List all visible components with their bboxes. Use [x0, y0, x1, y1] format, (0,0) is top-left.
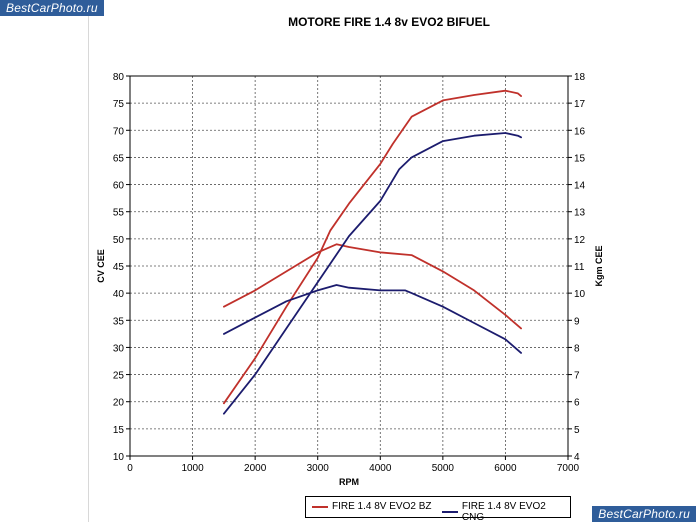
- series-line-cng-torque: [222, 284, 523, 354]
- x-tick-label: 3000: [307, 463, 330, 474]
- legend-label-bz: FIRE 1.4 8V EVO2 BZ: [332, 501, 432, 512]
- chart-svg: 0 1000 2000 3000 4000 5000 6000 7000 10 15 20 25 30 3…: [96, 15, 604, 487]
- y-right-tick-label: 18: [574, 72, 586, 83]
- x-tick-label: 4000: [369, 463, 392, 474]
- y-right-tick-label: 17: [574, 99, 586, 110]
- legend-swatch-bz: [312, 505, 328, 508]
- y-left-tick-label: 55: [113, 208, 125, 219]
- y-right-tick-label: 10: [574, 289, 586, 300]
- y-left-tick-label: 70: [113, 126, 125, 137]
- y-right-tick-label: 7: [574, 371, 580, 382]
- watermark-top: BestCarPhoto.ru: [0, 0, 104, 16]
- y-left-tick-label: 20: [113, 398, 125, 409]
- chart-title: MOTORE FIRE 1.4 8v EVO2 BIFUEL: [288, 15, 490, 29]
- y-left-tick-label: 50: [113, 235, 125, 246]
- x-tick-label: 6000: [494, 463, 517, 474]
- y-left-tick-label: 45: [113, 262, 125, 273]
- x-axis-label: RPM: [339, 477, 359, 487]
- y-right-tick-label: 13: [574, 208, 586, 219]
- x-tick-label: 2000: [244, 463, 267, 474]
- series-line-bz-torque: [222, 243, 523, 330]
- y-right-tick-label: 12: [574, 235, 586, 246]
- y-right-tick-label: 9: [574, 316, 580, 327]
- y-right-tick-label: 8: [574, 343, 580, 354]
- legend: FIRE 1.4 8V EVO2 BZ FIRE 1.4 8V EVO2 CNG: [305, 496, 571, 523]
- y-right-tick-label: 15: [574, 153, 586, 164]
- y-left-tick-label: 65: [113, 153, 125, 164]
- legend-item-bz: FIRE 1.4 8V EVO2 BZ: [312, 501, 431, 512]
- chart-frame: 0 1000 2000 3000 4000 5000 6000 7000 10 15 20 25 30 3…: [88, 0, 696, 523]
- y-left-tick-label: 60: [113, 181, 125, 192]
- y-left-tick-label: 75: [113, 99, 125, 110]
- x-tick-label: 5000: [432, 463, 455, 474]
- y-right-tick-label: 5: [574, 425, 580, 436]
- y-left-tick-label: 35: [113, 316, 125, 327]
- legend-item-cng: FIRE 1.4 8V EVO2 CNG: [442, 501, 570, 523]
- watermark-bottom: BestCarPhoto.ru: [592, 506, 696, 522]
- y-right-tick-label: 4: [574, 452, 580, 463]
- y-left-tick-label: 25: [113, 371, 125, 382]
- x-tick-label: 1000: [181, 463, 204, 474]
- legend-label-cng: FIRE 1.4 8V EVO2 CNG: [461, 501, 546, 523]
- y-left-tick-label: 15: [113, 425, 125, 436]
- y-right-tick-label: 16: [574, 126, 586, 137]
- x-tick-label: 0: [127, 463, 133, 474]
- series-line-cng-power: [222, 132, 523, 415]
- y-right-tick-label: 6: [574, 398, 580, 409]
- legend-swatch-cng: [442, 511, 458, 513]
- x-tick-label: 7000: [557, 463, 580, 474]
- y-axis-label-right: Kgm CEE: [594, 245, 604, 286]
- y-left-tick-label: 30: [113, 343, 125, 354]
- y-right-tick-label: 11: [574, 262, 585, 273]
- y-left-tick-label: 10: [113, 452, 125, 463]
- y-left-tick-label: 80: [113, 72, 125, 83]
- y-axis-label-left: CV CEE: [96, 249, 106, 283]
- y-right-tick-label: 14: [574, 181, 586, 192]
- y-left-tick-label: 40: [113, 289, 125, 300]
